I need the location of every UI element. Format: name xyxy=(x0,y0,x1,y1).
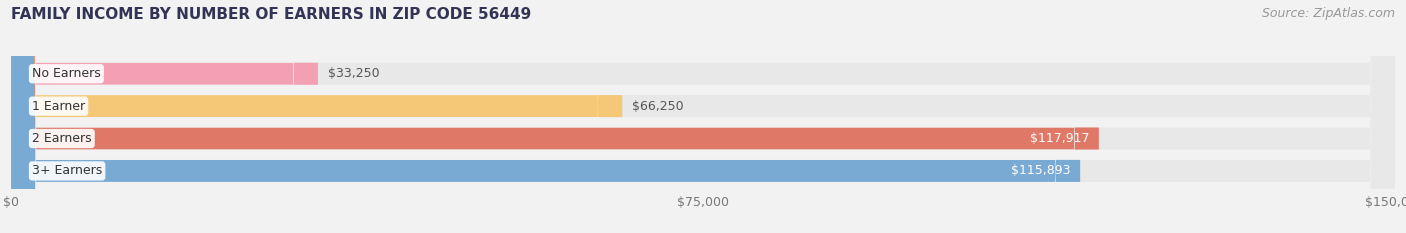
FancyBboxPatch shape xyxy=(11,0,1099,233)
Text: $66,250: $66,250 xyxy=(631,100,683,113)
Text: No Earners: No Earners xyxy=(32,67,101,80)
Text: 1 Earner: 1 Earner xyxy=(32,100,86,113)
Text: 3+ Earners: 3+ Earners xyxy=(32,164,103,177)
FancyBboxPatch shape xyxy=(11,0,1395,233)
Text: 2 Earners: 2 Earners xyxy=(32,132,91,145)
FancyBboxPatch shape xyxy=(11,0,623,233)
FancyBboxPatch shape xyxy=(11,0,1080,233)
FancyBboxPatch shape xyxy=(11,0,1395,233)
FancyBboxPatch shape xyxy=(11,0,1395,233)
FancyBboxPatch shape xyxy=(11,0,1395,233)
FancyBboxPatch shape xyxy=(11,0,318,233)
Text: FAMILY INCOME BY NUMBER OF EARNERS IN ZIP CODE 56449: FAMILY INCOME BY NUMBER OF EARNERS IN ZI… xyxy=(11,7,531,22)
Text: $115,893: $115,893 xyxy=(1011,164,1070,177)
Text: $117,917: $117,917 xyxy=(1029,132,1090,145)
Text: $33,250: $33,250 xyxy=(328,67,380,80)
Text: Source: ZipAtlas.com: Source: ZipAtlas.com xyxy=(1261,7,1395,20)
